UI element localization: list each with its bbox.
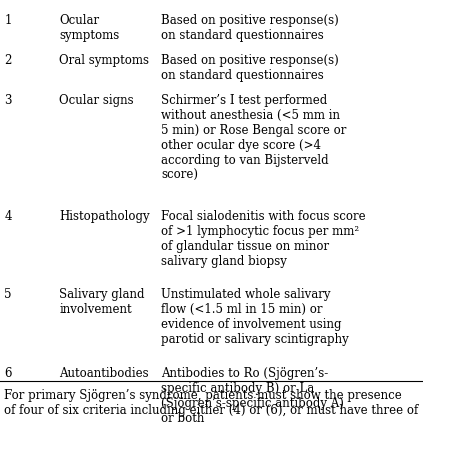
Text: Ocular signs: Ocular signs xyxy=(59,94,134,107)
Text: Based on positive response(s)
on standard questionnaires: Based on positive response(s) on standar… xyxy=(161,14,338,41)
Text: 2: 2 xyxy=(4,54,11,67)
Text: 6: 6 xyxy=(4,366,12,379)
Text: For primary Sjögren’s syndrome, patients must show the presence
of four of six c: For primary Sjögren’s syndrome, patients… xyxy=(4,388,419,416)
Text: 3: 3 xyxy=(4,94,12,107)
Text: Unstimulated whole salivary
flow (<1.5 ml in 15 min) or
evidence of involvement : Unstimulated whole salivary flow (<1.5 m… xyxy=(161,288,349,345)
Text: Oral symptoms: Oral symptoms xyxy=(59,54,149,67)
Text: 5: 5 xyxy=(4,288,12,301)
Text: Histopathology: Histopathology xyxy=(59,210,150,223)
Text: Focal sialodenitis with focus score
of >1 lymphocytic focus per mm²
of glandular: Focal sialodenitis with focus score of >… xyxy=(161,210,365,267)
Text: Based on positive response(s)
on standard questionnaires: Based on positive response(s) on standar… xyxy=(161,54,338,82)
Text: 4: 4 xyxy=(4,210,12,223)
Text: Ocular
symptoms: Ocular symptoms xyxy=(59,14,119,41)
Text: Salivary gland
involvement: Salivary gland involvement xyxy=(59,288,145,316)
Text: Antibodies to Ro (Sjögren’s-
specific antibody B) or La
(Sjögren’s-specific anti: Antibodies to Ro (Sjögren’s- specific an… xyxy=(161,366,344,423)
Text: 1: 1 xyxy=(4,14,11,27)
Text: Schirmer’s I test performed
without anesthesia (<5 mm in
5 min) or Rose Bengal s: Schirmer’s I test performed without anes… xyxy=(161,94,346,182)
Text: Autoantibodies: Autoantibodies xyxy=(59,366,149,379)
